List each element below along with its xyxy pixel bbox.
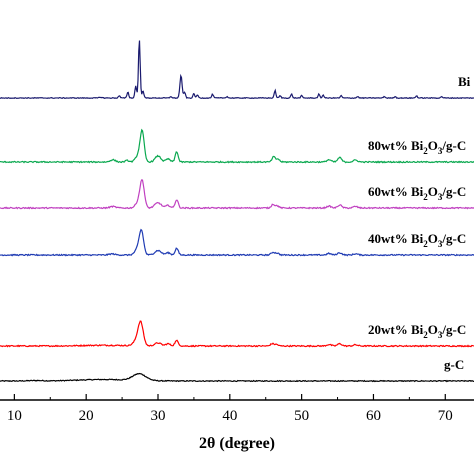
x-tick-label-20: 20 xyxy=(79,408,94,424)
series-label-5: Bi xyxy=(458,74,471,89)
series-label-2: 40wt% Bi2O3/g-C xyxy=(368,231,466,249)
series-label-1: 20wt% Bi2O3/g-C xyxy=(368,322,466,340)
series-label-4: 80wt% Bi2O3/g-C xyxy=(368,138,466,156)
x-tick-label-60: 60 xyxy=(366,408,381,424)
series-line-2 xyxy=(0,228,474,257)
x-ticks: 10 20 30 40 50 60 70 xyxy=(7,394,453,424)
x-tick-label-30: 30 xyxy=(151,408,166,424)
x-tick-label-50: 50 xyxy=(294,408,309,424)
series-layer: g-C 20wt% Bi2O3/g-C 40wt% Bi2O3/g-C 60wt% B… xyxy=(0,40,474,383)
x-tick-label-70: 70 xyxy=(438,408,453,424)
x-tick-label-40: 40 xyxy=(222,408,237,424)
series-line-4 xyxy=(0,128,474,164)
x-axis-label: 2θ (degree) xyxy=(199,435,275,452)
series-label-3: 60wt% Bi2O3/g-C xyxy=(368,184,466,202)
series-line-3 xyxy=(0,179,474,210)
x-tick-label-10: 10 xyxy=(7,408,22,424)
series-line-5 xyxy=(0,40,474,100)
series-line-1 xyxy=(0,320,474,348)
series-line-0 xyxy=(0,372,474,383)
series-label-0: g-C xyxy=(444,357,464,372)
